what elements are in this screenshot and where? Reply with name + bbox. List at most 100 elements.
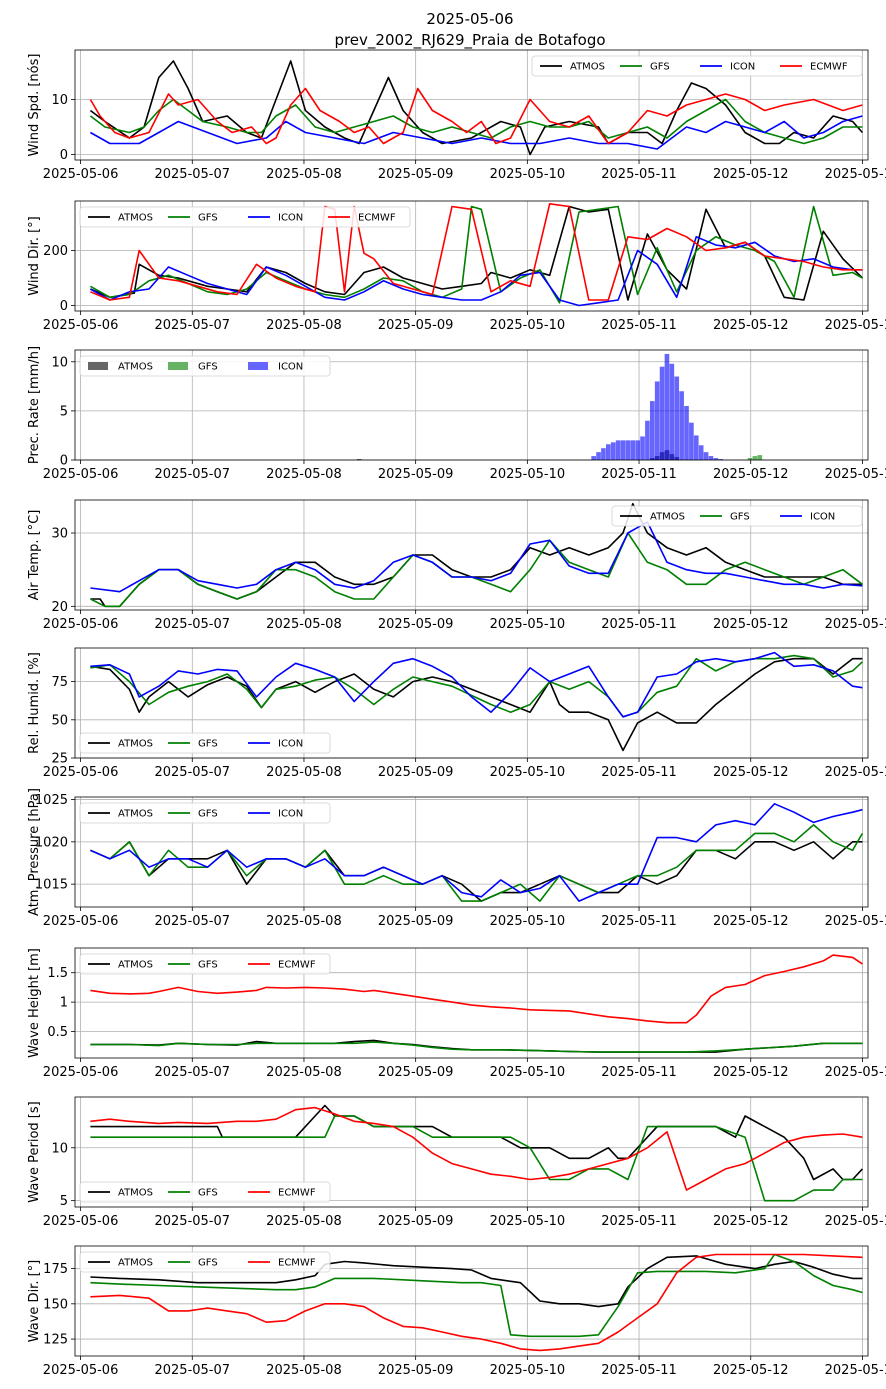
plot-area xyxy=(90,954,863,1053)
bar-icon xyxy=(669,363,675,460)
axes-frame xyxy=(74,49,869,161)
y-tick-label: 30 xyxy=(51,527,68,542)
bar-icon xyxy=(684,405,689,460)
legend-box xyxy=(531,55,863,77)
y-axis-label: Wind Dir. [°] xyxy=(27,216,42,296)
y-tick-label: 0.5 xyxy=(47,1025,68,1040)
series-line-atmos xyxy=(90,841,863,902)
series-line-gfs xyxy=(90,1253,863,1338)
plot-area xyxy=(90,502,863,608)
legend-box xyxy=(79,732,331,754)
y-tick-label: 10 xyxy=(51,1141,68,1156)
legend-swatch-icon xyxy=(248,362,268,370)
x-tick-label: 2025-05-12 xyxy=(713,1363,789,1378)
y-tick-label: 175 xyxy=(43,1262,68,1277)
x-tick-label: 2025-05-12 xyxy=(713,1065,789,1080)
x-tick-label: 2025-05-10 xyxy=(490,467,566,482)
x-tick-label: 2025-05-10 xyxy=(490,1065,566,1080)
x-tick-label: 2025-05-08 xyxy=(266,1065,342,1080)
legend-label-icon: ICON xyxy=(730,62,755,73)
x-tick-label: 2025-05-13 xyxy=(825,1214,886,1229)
legend: ATMOS GFS ECMWF xyxy=(79,953,331,975)
legend: ATMOS GFS ICON xyxy=(79,732,331,754)
legend-label-gfs: GFS xyxy=(198,362,218,373)
panel-2: 2025-05-06 2025-05-07 2025-05-08 2025-05-09… xyxy=(27,200,886,333)
y-tick-label: 200 xyxy=(43,244,68,259)
x-tick-label: 2025-05-09 xyxy=(378,1363,454,1378)
legend-label-gfs: GFS xyxy=(198,739,218,750)
x-tick-label: 2025-05-11 xyxy=(601,617,677,632)
bar-icon xyxy=(635,440,640,460)
legend-label-gfs: GFS xyxy=(198,809,218,820)
bar-icon xyxy=(659,366,665,460)
plot-area xyxy=(90,1104,863,1202)
legend-label-atmos: ATMOS xyxy=(118,809,153,820)
x-tick-label: 2025-05-07 xyxy=(154,467,230,482)
x-tick-label: 2025-05-10 xyxy=(490,914,566,929)
y-tick-label: 125 xyxy=(43,1333,68,1348)
x-tick-label: 2025-05-12 xyxy=(713,318,789,333)
bar-icon xyxy=(596,452,601,460)
legend: ATMOS GFS ICON xyxy=(611,505,863,527)
x-tick-label: 2025-05-09 xyxy=(378,765,454,780)
plot-area xyxy=(90,803,864,902)
y-axis-label: Rel. Humid. [%] xyxy=(27,652,42,754)
x-tick-label: 2025-05-08 xyxy=(266,1214,342,1229)
legend-label-ecmwf: ECMWF xyxy=(358,213,396,224)
legend-label-gfs: GFS xyxy=(650,62,670,73)
x-tick-label: 2025-05-12 xyxy=(713,914,789,929)
x-tick-label: 2025-05-09 xyxy=(378,617,454,632)
y-axis-label: Wave Dir. [°] xyxy=(27,1260,42,1343)
x-tick-label: 2025-05-08 xyxy=(266,318,342,333)
bar-icon xyxy=(693,435,699,460)
x-tick-label: 2025-05-07 xyxy=(154,765,230,780)
y-axis-label: Atm. Pressure [hPa] xyxy=(27,788,42,916)
x-tick-label: 2025-05-10 xyxy=(490,167,566,182)
legend-swatch-gfs xyxy=(168,362,188,370)
plot-area xyxy=(356,353,763,460)
bar-icon xyxy=(654,381,660,460)
x-tick-label: 2025-05-11 xyxy=(601,1363,677,1378)
axes-frame xyxy=(74,647,869,759)
bar-icon xyxy=(640,436,645,460)
x-tick-label: 2025-05-12 xyxy=(713,617,789,632)
series-line-ecmwf xyxy=(90,203,863,301)
axes-frame xyxy=(74,200,869,312)
plot-area xyxy=(90,1253,863,1352)
x-tick-label: 2025-05-08 xyxy=(266,1363,342,1378)
x-tick-label: 2025-05-11 xyxy=(601,765,677,780)
panel-8: 2025-05-06 2025-05-07 2025-05-08 2025-05-09… xyxy=(27,1096,886,1229)
y-tick-label: 10 xyxy=(51,355,68,370)
bar-icon xyxy=(591,456,596,460)
legend: ATMOS GFS ECMWF xyxy=(79,1251,331,1273)
x-tick-label: 2025-05-09 xyxy=(378,914,454,929)
x-tick-label: 2025-05-11 xyxy=(601,1214,677,1229)
bar-gfs xyxy=(757,455,763,460)
legend-label-gfs: GFS xyxy=(198,1188,218,1199)
legend-box xyxy=(79,206,411,228)
legend-label-ecmwf: ECMWF xyxy=(278,1188,316,1199)
figure-title-station: prev_2002_RJ629_Praia de Botafogo xyxy=(334,31,605,50)
legend-label-ecmwf: ECMWF xyxy=(278,1258,316,1269)
series-line-ecmwf xyxy=(90,954,863,1024)
plot-area xyxy=(90,651,863,752)
x-tick-label: 2025-05-06 xyxy=(43,765,119,780)
series-line-gfs xyxy=(89,98,863,145)
y-tick-label: 10 xyxy=(51,93,68,108)
x-tick-label: 2025-05-11 xyxy=(601,914,677,929)
y-tick-label: 1 xyxy=(60,996,68,1011)
legend-label-atmos: ATMOS xyxy=(118,362,153,373)
plot-area xyxy=(90,203,863,307)
legend-label-atmos: ATMOS xyxy=(118,1188,153,1199)
y-axis-label: Wind Spd. [nós] xyxy=(27,54,42,157)
legend-box xyxy=(79,355,331,377)
bar-icon xyxy=(645,420,650,460)
x-tick-label: 2025-05-13 xyxy=(825,1363,886,1378)
bar-icon xyxy=(713,458,719,460)
x-tick-label: 2025-05-07 xyxy=(154,914,230,929)
panel-3: 2025-05-06 2025-05-07 2025-05-08 2025-05-09… xyxy=(27,346,886,482)
series-line-atmos xyxy=(90,657,863,752)
legend-swatch-atmos xyxy=(88,362,108,370)
axes-frame xyxy=(74,499,869,611)
